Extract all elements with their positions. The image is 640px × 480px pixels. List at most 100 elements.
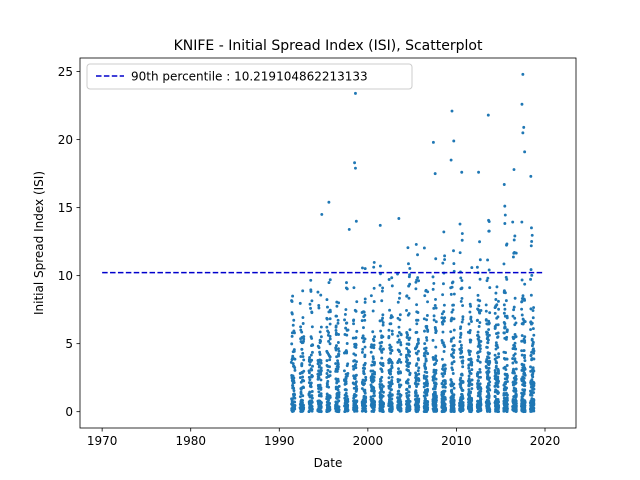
- data-point: [486, 394, 490, 398]
- data-point: [458, 340, 462, 344]
- data-point: [336, 321, 340, 325]
- data-point: [381, 364, 385, 367]
- data-point: [362, 310, 366, 314]
- data-point: [511, 314, 515, 318]
- data-point: [461, 365, 465, 369]
- data-point: [425, 318, 429, 322]
- data-point: [449, 378, 453, 382]
- data-point: [397, 217, 401, 220]
- data-point: [423, 390, 427, 394]
- data-point: [442, 230, 446, 234]
- data-point: [488, 311, 492, 315]
- data-point: [450, 310, 454, 314]
- data-point: [496, 403, 500, 407]
- data-point: [479, 389, 483, 393]
- data-point: [487, 391, 491, 395]
- data-point: [484, 318, 488, 321]
- data-point: [382, 390, 385, 394]
- data-point: [502, 331, 506, 335]
- data-point: [352, 322, 356, 326]
- data-point: [477, 379, 480, 383]
- data-point: [379, 379, 383, 383]
- data-point: [318, 383, 322, 387]
- data-point: [380, 389, 384, 393]
- data-point: [487, 328, 491, 331]
- data-point: [493, 353, 497, 357]
- data-point: [521, 322, 525, 326]
- data-point: [451, 344, 455, 348]
- data-point: [407, 394, 411, 397]
- data-point: [520, 339, 524, 343]
- data-point: [495, 361, 499, 365]
- data-point: [512, 251, 516, 255]
- plot-frame: [79, 57, 577, 429]
- data-point: [326, 329, 330, 333]
- data-point: [441, 389, 445, 393]
- data-point: [337, 384, 341, 388]
- data-point: [468, 406, 472, 410]
- data-point: [520, 334, 524, 337]
- data-point: [352, 386, 356, 390]
- data-point: [328, 370, 332, 374]
- data-point: [355, 399, 359, 403]
- data-point: [512, 401, 516, 405]
- data-point: [354, 393, 358, 397]
- data-point: [423, 351, 427, 355]
- data-point: [477, 391, 481, 395]
- data-point: [364, 378, 368, 382]
- data-point: [317, 401, 321, 404]
- data-point: [326, 402, 330, 406]
- data-point: [531, 374, 534, 378]
- data-point: [452, 360, 456, 364]
- data-point: [425, 326, 429, 330]
- data-point: [487, 370, 491, 374]
- data-point: [335, 392, 339, 396]
- data-point: [344, 326, 348, 330]
- data-point: [506, 393, 509, 397]
- data-point: [503, 326, 507, 330]
- data-point: [511, 220, 515, 224]
- data-point: [504, 337, 508, 341]
- data-point: [370, 345, 374, 349]
- data-point: [407, 312, 411, 316]
- data-point: [529, 385, 533, 389]
- data-point: [302, 379, 306, 383]
- data-point: [514, 408, 518, 412]
- data-point: [459, 385, 463, 389]
- data-point: [422, 246, 426, 250]
- data-point: [513, 359, 517, 363]
- data-point: [389, 369, 393, 373]
- data-point: [494, 344, 498, 347]
- data-point: [521, 317, 525, 321]
- data-point: [361, 347, 365, 351]
- data-point: [442, 319, 445, 323]
- data-point: [328, 278, 332, 282]
- data-point: [415, 318, 418, 322]
- data-point: [355, 388, 358, 392]
- data-point: [477, 310, 481, 314]
- data-point: [396, 340, 400, 344]
- data-point: [503, 307, 507, 311]
- data-point: [362, 388, 366, 392]
- data-point: [390, 407, 394, 411]
- data-point: [378, 223, 382, 227]
- data-point: [318, 353, 322, 356]
- data-point: [414, 376, 418, 380]
- data-point: [371, 399, 375, 403]
- data-point: [460, 372, 464, 376]
- data-point: [529, 379, 533, 383]
- data-point: [292, 376, 296, 380]
- data-point: [531, 370, 535, 373]
- data-point: [470, 368, 474, 372]
- data-point: [513, 341, 517, 345]
- data-point: [495, 379, 499, 383]
- data-point: [468, 328, 472, 332]
- data-point: [529, 365, 532, 369]
- data-point: [396, 400, 400, 404]
- data-point: [468, 286, 472, 290]
- data-point: [432, 373, 436, 377]
- data-point: [441, 409, 444, 413]
- data-point: [450, 380, 454, 384]
- data-point: [458, 398, 462, 402]
- data-point: [458, 251, 462, 255]
